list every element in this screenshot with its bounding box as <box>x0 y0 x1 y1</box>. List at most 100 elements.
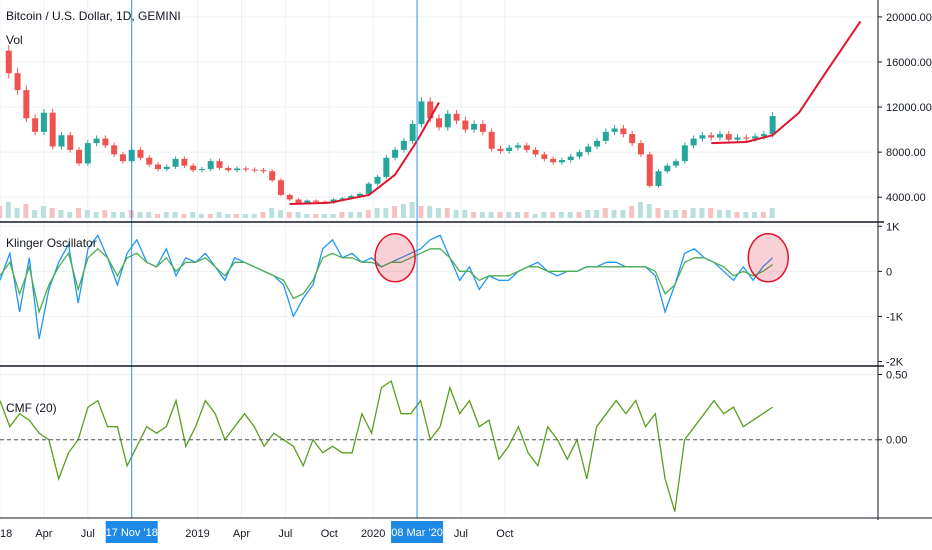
volume-bar <box>286 212 292 218</box>
candle-body <box>453 113 460 121</box>
volume-bar <box>392 206 398 218</box>
candle-body <box>172 158 179 167</box>
volume-bar <box>708 208 714 218</box>
date-marker-badge <box>391 521 444 543</box>
candle-body <box>260 170 267 172</box>
price-layer <box>5 44 776 205</box>
oscillator-pane-title: Klinger Oscillator <box>6 236 97 250</box>
volume-bar <box>269 208 275 218</box>
candle-body <box>576 152 583 157</box>
highlight-circle <box>374 233 416 283</box>
candle-body <box>190 165 197 171</box>
candle-body <box>532 149 539 155</box>
oscillator-layer <box>0 233 789 340</box>
candle-body <box>102 138 109 146</box>
volume-bar <box>681 210 687 218</box>
y-tick-label: 0 <box>886 266 892 278</box>
markers-layer: 17 Nov '18 08 Mar '20 <box>106 0 444 543</box>
candle-body <box>409 123 416 141</box>
candle-body <box>348 196 355 199</box>
volume-bar <box>743 212 749 218</box>
volume-bar <box>242 214 248 218</box>
volume-bar <box>172 212 178 218</box>
y-tick-label: 4000.00 <box>886 192 926 204</box>
volume-bar <box>725 210 731 218</box>
candle-body <box>392 149 399 158</box>
candle-body <box>93 138 100 144</box>
candle-body <box>277 180 284 195</box>
volume-bar <box>453 210 459 218</box>
candle-body <box>313 200 320 202</box>
volume-bar <box>190 212 196 218</box>
candle-body <box>84 143 91 164</box>
volume-bar <box>471 212 477 218</box>
volume-bar <box>321 214 327 218</box>
candle-body <box>436 118 442 128</box>
volume-bar <box>760 212 766 218</box>
candle-body <box>752 136 759 139</box>
volume-bar <box>102 210 108 218</box>
volume-bar <box>313 214 319 218</box>
x-tick-label: Jul <box>454 528 468 540</box>
candle-body <box>611 128 618 132</box>
volume-bar <box>32 210 38 218</box>
volume-bar <box>409 202 415 218</box>
volume-label: Vol <box>6 33 23 47</box>
volume-bar <box>444 208 450 218</box>
volume-bar <box>225 214 231 218</box>
volume-bar <box>594 210 600 218</box>
cmf-pane-title: CMF (20) <box>6 401 57 415</box>
candle-body <box>286 194 293 200</box>
candle-body <box>479 123 486 132</box>
candle-body <box>40 112 47 132</box>
volume-bar <box>277 210 283 218</box>
candle-body <box>356 193 363 197</box>
volume-bar <box>479 212 485 218</box>
candle-body <box>734 137 741 140</box>
candle-body <box>567 156 574 161</box>
volume-bar <box>655 208 661 218</box>
candle-body <box>234 168 241 171</box>
candle-body <box>699 135 706 139</box>
volume-bar <box>58 210 64 218</box>
candle-body <box>374 176 381 184</box>
volume-bar <box>664 210 670 218</box>
volume-bar <box>163 212 169 218</box>
volume-layer <box>0 202 775 218</box>
highlight-circle <box>747 233 789 283</box>
candle-body <box>585 146 592 153</box>
date-marker-label: 17 Nov '18 <box>106 527 158 539</box>
volume-bar <box>462 210 468 218</box>
candle-body <box>716 134 723 138</box>
candle-body <box>216 161 223 168</box>
volume-bar <box>76 208 82 218</box>
volume-bar <box>5 202 11 218</box>
candle-body <box>664 165 671 172</box>
candle-body <box>602 131 609 141</box>
volume-bar <box>181 214 187 218</box>
candle-body <box>207 161 214 170</box>
candle-body <box>594 140 601 147</box>
candle-body <box>251 169 258 171</box>
date-marker-label: 08 Mar '20 <box>391 527 443 539</box>
x-tick-label: Apr <box>233 528 250 540</box>
candle-body <box>269 171 276 181</box>
candle-body <box>23 90 30 119</box>
volume-bar <box>137 212 143 218</box>
candle-body <box>339 198 346 200</box>
volume-bar <box>49 208 55 218</box>
y-tick-label: 20000.00 <box>886 12 932 24</box>
candle-body <box>471 123 478 130</box>
volume-bar <box>251 214 257 218</box>
candle-body <box>67 135 74 150</box>
candle-body <box>462 120 469 130</box>
volume-bar <box>418 206 424 218</box>
y-tick-label: 8000.00 <box>886 147 926 159</box>
candle-body <box>111 145 118 155</box>
candle-body <box>690 138 697 146</box>
candle-body <box>646 154 653 186</box>
cmf-line-0 <box>0 379 773 512</box>
candle-body <box>620 128 627 135</box>
candle-body <box>58 135 65 147</box>
